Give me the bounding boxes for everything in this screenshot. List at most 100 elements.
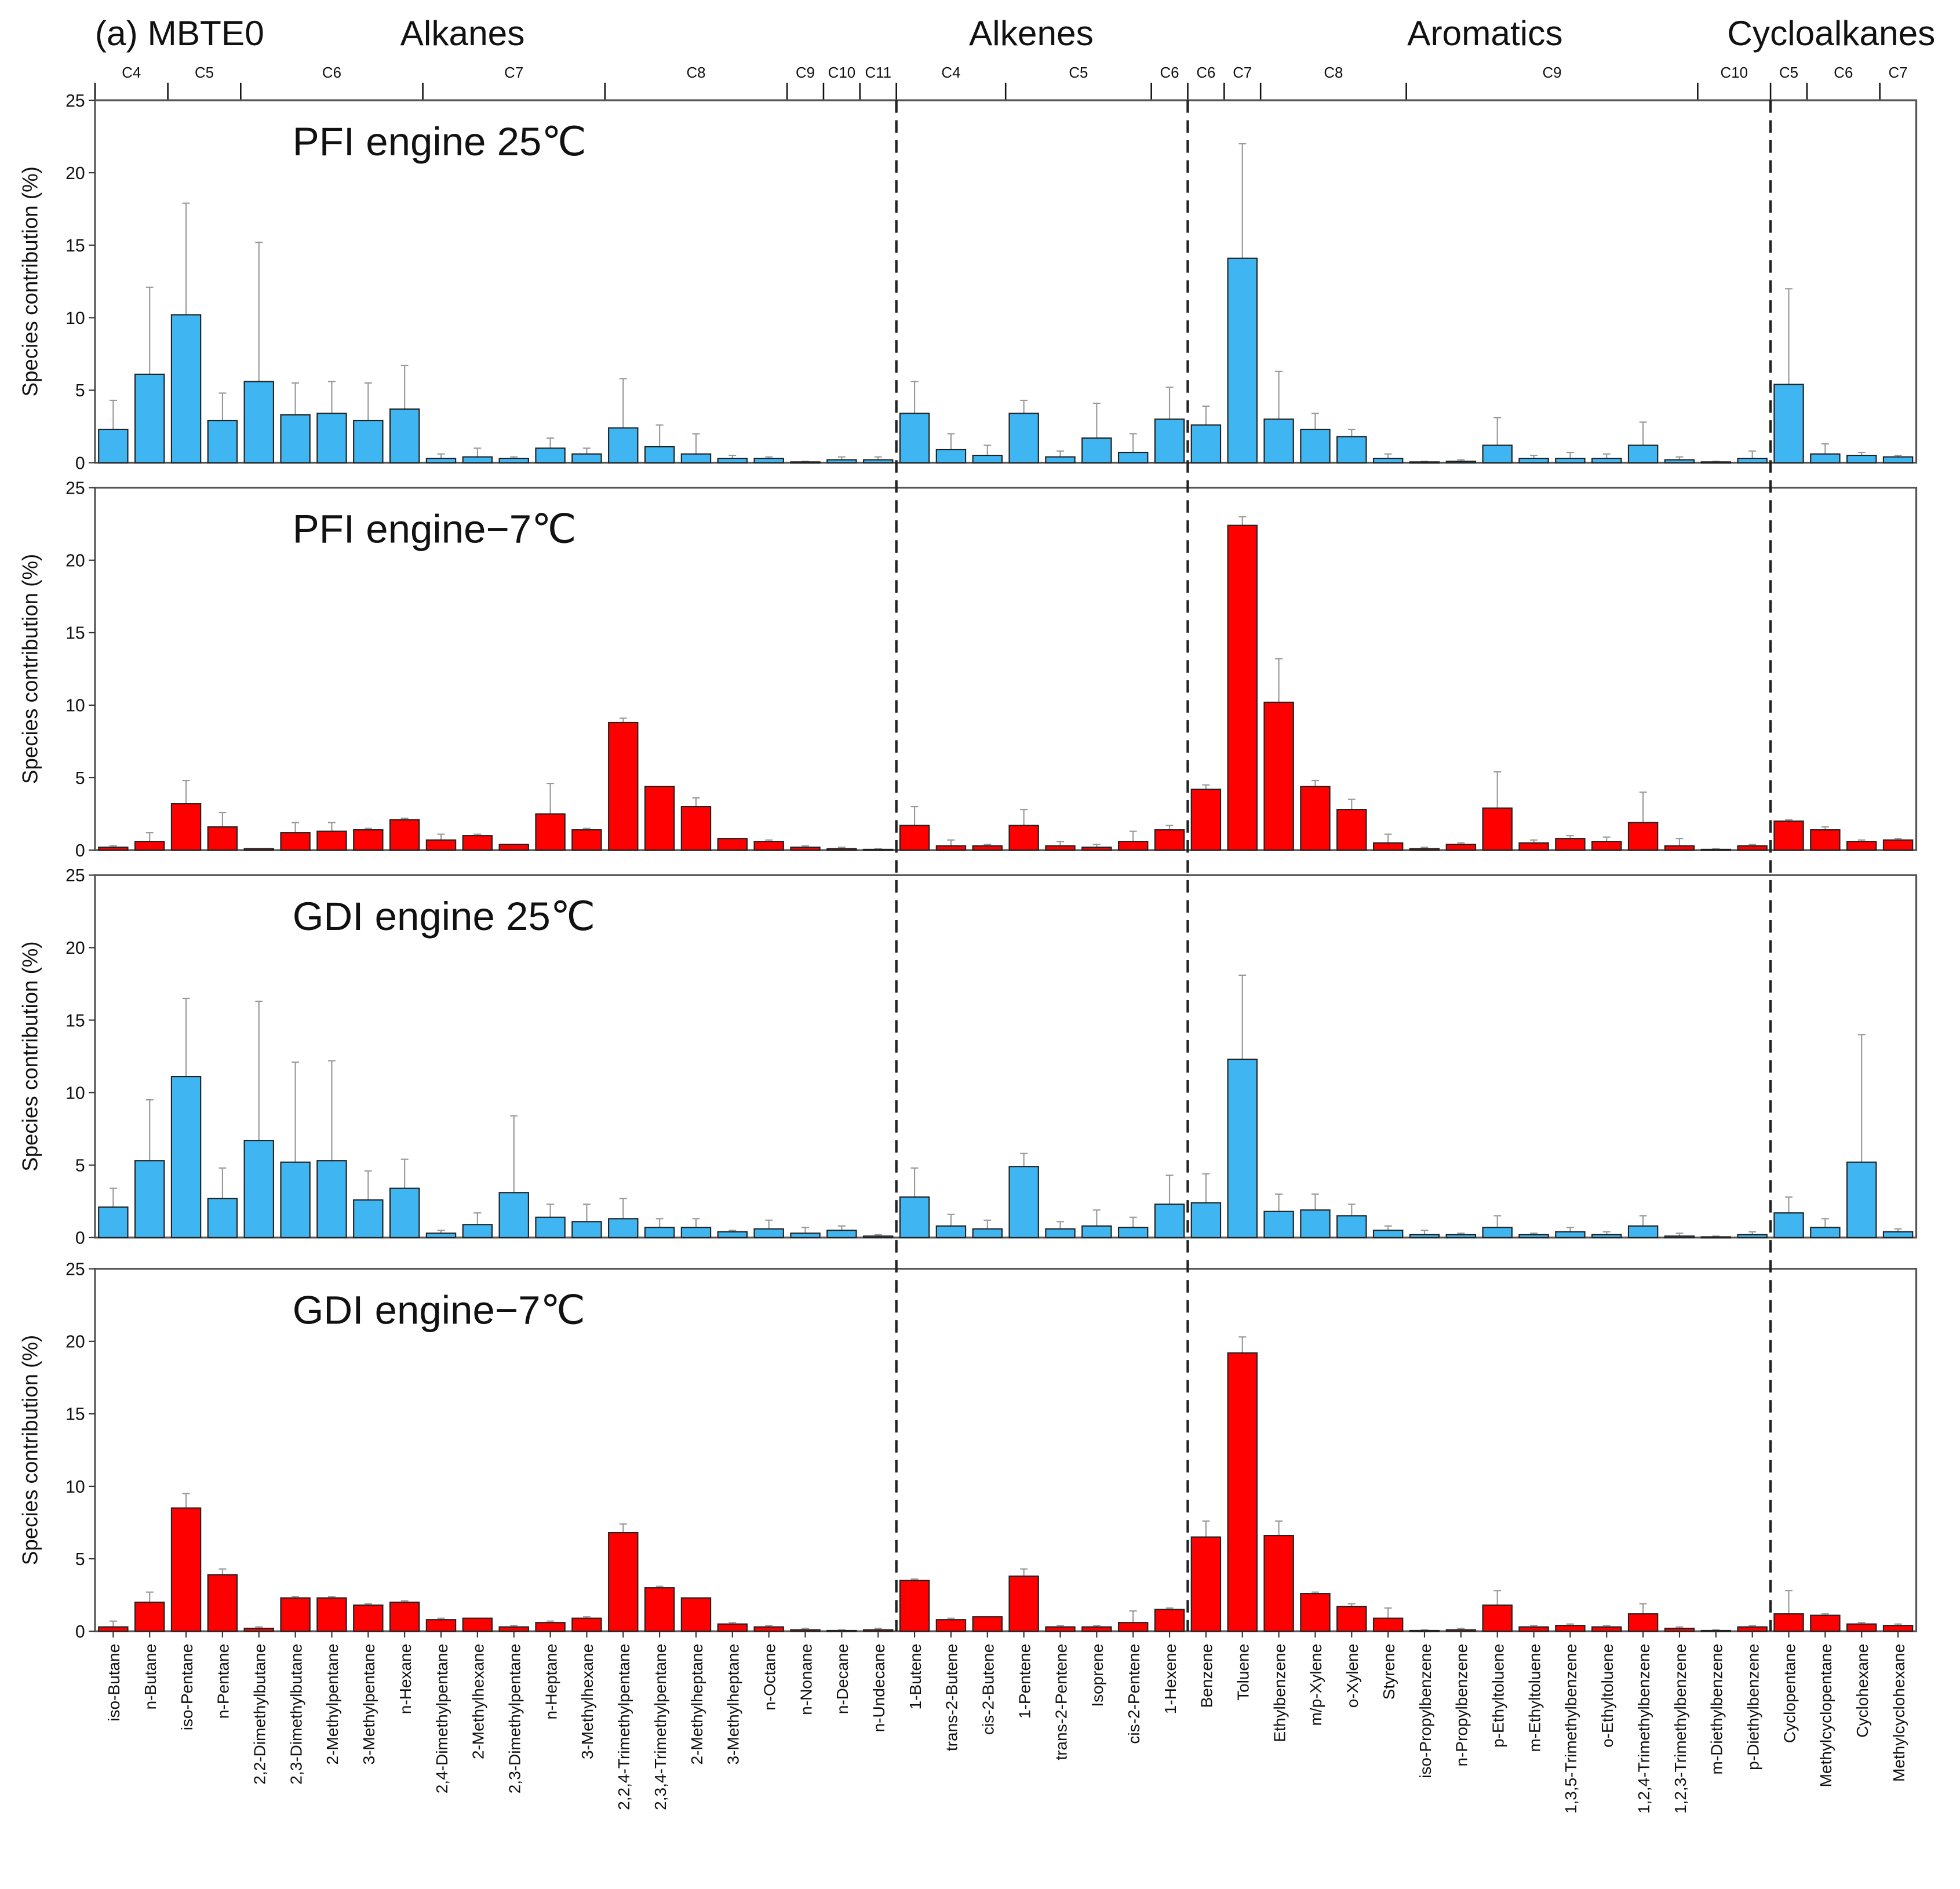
- bar: [280, 832, 311, 851]
- y-tick-label: 25: [65, 866, 85, 885]
- x-tick-label: trans-2-Butene: [943, 1644, 961, 1751]
- x-tick-label: 1,3,5-Trimethylbenzene: [1562, 1644, 1580, 1814]
- bar: [644, 1227, 675, 1238]
- bar: [1664, 1235, 1695, 1238]
- bar: [1336, 809, 1367, 851]
- bar: [207, 1574, 238, 1632]
- x-tick-label: 2,4-Dimethylpentane: [433, 1644, 451, 1794]
- y-tick-label: 5: [75, 1550, 85, 1569]
- y-tick-label: 5: [75, 1156, 85, 1175]
- bar: [863, 848, 894, 851]
- bar: [1263, 418, 1294, 464]
- bar: [280, 1161, 311, 1238]
- bar: [790, 847, 821, 851]
- x-tick-label: 2-Methylpentane: [323, 1644, 341, 1765]
- bar: [1008, 825, 1039, 851]
- bar: [243, 1140, 274, 1238]
- bar: [680, 453, 712, 464]
- bar: [353, 829, 384, 851]
- x-tick-label: 3-Methylheptane: [724, 1644, 742, 1765]
- carbon-group-label: C10: [1721, 65, 1748, 81]
- bar: [1372, 457, 1404, 464]
- bar: [1482, 807, 1513, 851]
- bar: [353, 1604, 384, 1632]
- x-tick-label: n-Nonane: [797, 1644, 815, 1715]
- bar: [1300, 428, 1331, 464]
- bar: [462, 456, 493, 464]
- family-label: Cycloalkanes: [1727, 13, 1935, 53]
- carbon-group-label: C5: [1069, 65, 1088, 81]
- x-tick-label: n-Pentane: [214, 1644, 232, 1719]
- x-tick-label: iso-Butane: [105, 1644, 123, 1722]
- bar: [899, 1580, 930, 1632]
- plot-frame: [94, 487, 1918, 851]
- bar: [498, 457, 529, 464]
- bar: [243, 848, 274, 851]
- bar: [935, 845, 967, 851]
- bar: [1154, 1204, 1185, 1238]
- plot-frame: [94, 1268, 1918, 1632]
- bar: [1409, 1234, 1440, 1238]
- bar: [1700, 848, 1732, 851]
- bar: [1737, 1626, 1768, 1632]
- bar: [899, 825, 930, 851]
- x-tick-label: o-Ethyltoluene: [1598, 1644, 1616, 1748]
- bar: [571, 1617, 602, 1632]
- bar: [134, 841, 165, 851]
- bar: [316, 1160, 347, 1238]
- figure-title: (a) MBTE0: [95, 13, 264, 53]
- bar: [1518, 457, 1549, 464]
- bar: [935, 448, 967, 464]
- bar: [1117, 1227, 1149, 1238]
- bar: [863, 1235, 894, 1238]
- x-tick-label: iso-Propylbenzene: [1416, 1644, 1434, 1778]
- x-tick-label: Toluene: [1234, 1644, 1252, 1701]
- bar: [826, 848, 857, 851]
- family-label: Aromatics: [1407, 13, 1562, 53]
- bar: [753, 1228, 784, 1238]
- x-tick-label: Isoprene: [1088, 1644, 1106, 1707]
- y-tick-label: 0: [75, 1229, 85, 1248]
- bar: [425, 1232, 457, 1238]
- bar: [1737, 845, 1768, 851]
- bar: [972, 1616, 1003, 1632]
- bar: [280, 414, 311, 464]
- bar: [425, 1619, 457, 1632]
- y-tick-label: 20: [65, 939, 85, 958]
- y-tick-label: 25: [65, 92, 85, 111]
- x-tick-label: Styrene: [1380, 1644, 1398, 1700]
- x-tick-label: 2-Methylheptane: [688, 1644, 706, 1765]
- bar: [935, 1619, 967, 1632]
- bar: [1810, 453, 1841, 464]
- plot-frame: [94, 99, 1918, 464]
- bar: [1882, 839, 1914, 851]
- bar: [1627, 822, 1659, 851]
- bar: [535, 1622, 566, 1632]
- bar: [207, 826, 238, 851]
- carbon-group-label: C9: [796, 65, 815, 81]
- bar: [1081, 847, 1112, 851]
- bar: [134, 1602, 165, 1632]
- x-tick-label: n-Heptane: [542, 1644, 560, 1720]
- panel-1: 0 5 10 15 20 25 Species contribution (%) PFI en…: [19, 92, 1918, 473]
- bar: [1300, 1209, 1331, 1238]
- bar: [1737, 457, 1768, 464]
- bar: [1518, 1234, 1549, 1238]
- bar: [1810, 1614, 1841, 1632]
- bar: [170, 1507, 202, 1632]
- y-tick-label: 15: [65, 236, 85, 256]
- bar: [972, 845, 1003, 851]
- panel-title: GDI engine 25℃: [293, 894, 596, 939]
- bar: [1117, 1622, 1149, 1632]
- bar: [1518, 842, 1549, 851]
- carbon-group-label: C6: [1196, 65, 1215, 81]
- x-tick-label: 3-Methylpentane: [360, 1644, 378, 1765]
- bar: [316, 413, 347, 464]
- x-tick-label: iso-Pentane: [178, 1644, 196, 1731]
- bar: [899, 413, 930, 464]
- x-tick-label: o-Xylene: [1343, 1644, 1361, 1708]
- y-tick-label: 15: [65, 1405, 85, 1424]
- bar: [1882, 1231, 1914, 1238]
